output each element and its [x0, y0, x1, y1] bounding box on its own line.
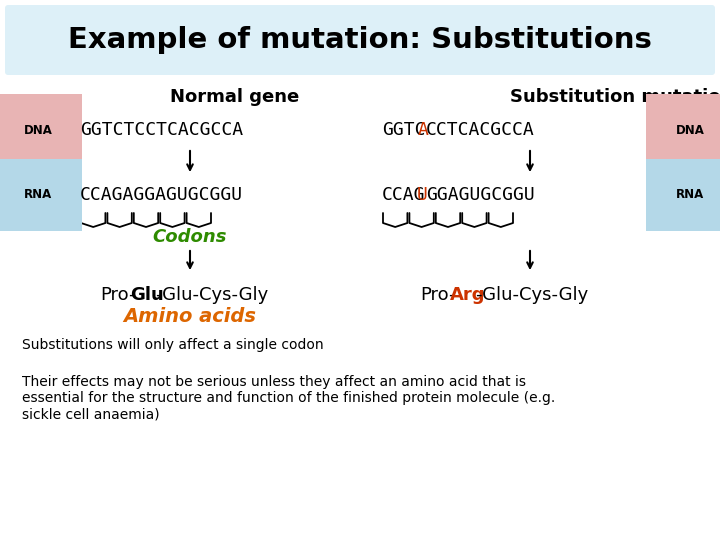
- FancyBboxPatch shape: [5, 5, 715, 75]
- Text: Normal gene: Normal gene: [170, 88, 300, 106]
- Text: U: U: [417, 186, 428, 204]
- Text: CCAG: CCAG: [382, 186, 426, 204]
- Text: -Glu-Cys-Gly: -Glu-Cys-Gly: [474, 286, 588, 304]
- Text: Substitution mutation: Substitution mutation: [510, 88, 720, 106]
- Text: GGAGUGCGGU: GGAGUGCGGU: [426, 186, 535, 204]
- Text: GGTCTCCTCACGCCA: GGTCTCCTCACGCCA: [80, 121, 243, 139]
- Text: Example of mutation: Substitutions: Example of mutation: Substitutions: [68, 26, 652, 54]
- Text: Arg: Arg: [450, 286, 485, 304]
- Text: Codons: Codons: [153, 228, 228, 246]
- Text: A: A: [417, 121, 428, 139]
- Text: Glu: Glu: [130, 286, 163, 304]
- Text: CCTCACGCCA: CCTCACGCCA: [426, 121, 535, 139]
- Text: -Glu-Cys-Gly: -Glu-Cys-Gly: [155, 286, 268, 304]
- Text: DNA: DNA: [675, 124, 704, 137]
- Text: Amino acids: Amino acids: [124, 307, 256, 326]
- Text: RNA: RNA: [24, 188, 52, 201]
- Text: CCAGAGGAGUGCGGU: CCAGAGGAGUGCGGU: [80, 186, 243, 204]
- Text: Substitutions will only affect a single codon: Substitutions will only affect a single …: [22, 338, 323, 352]
- Text: DNA: DNA: [24, 124, 53, 137]
- Text: GGTC: GGTC: [382, 121, 426, 139]
- Text: Their effects may not be serious unless they affect an amino acid that is
essent: Their effects may not be serious unless …: [22, 375, 555, 421]
- Text: Pro-: Pro-: [100, 286, 135, 304]
- Text: RNA: RNA: [676, 188, 704, 201]
- Text: Pro-: Pro-: [420, 286, 456, 304]
